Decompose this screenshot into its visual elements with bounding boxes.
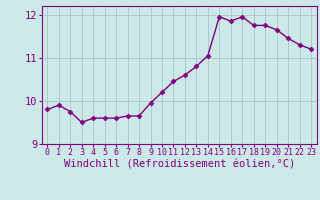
- X-axis label: Windchill (Refroidissement éolien,°C): Windchill (Refroidissement éolien,°C): [64, 160, 295, 170]
